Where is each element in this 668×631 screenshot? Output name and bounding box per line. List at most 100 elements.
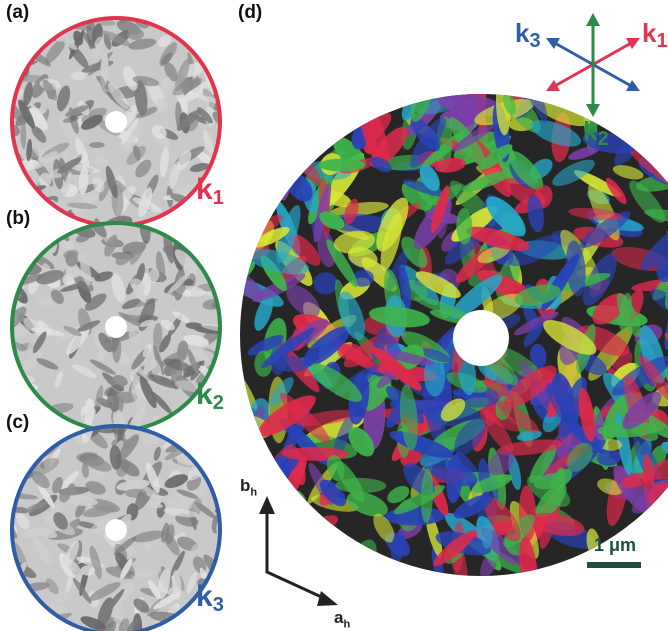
texture-blob bbox=[390, 531, 406, 564]
texture-blob bbox=[454, 417, 486, 456]
texture-blob bbox=[98, 332, 113, 353]
texture-blob bbox=[128, 38, 157, 50]
texture-blob bbox=[161, 52, 173, 65]
texture-blob bbox=[568, 145, 601, 160]
texture-blob bbox=[31, 103, 48, 130]
texture-blob bbox=[200, 324, 220, 333]
texture-blob bbox=[433, 530, 476, 567]
texture-blob bbox=[18, 99, 35, 129]
texture-blob bbox=[356, 104, 380, 118]
texture-blob bbox=[168, 161, 181, 190]
texture-blob bbox=[530, 120, 582, 147]
lattice-axes-lines bbox=[265, 512, 329, 602]
texture-blob bbox=[83, 398, 95, 425]
texture-blob bbox=[488, 449, 514, 477]
texture-blob bbox=[77, 187, 96, 218]
texture-blob bbox=[57, 157, 82, 174]
texture-blob bbox=[326, 239, 358, 288]
texture-blob bbox=[552, 159, 595, 186]
texture-blob bbox=[68, 29, 85, 60]
texture-blob bbox=[36, 270, 64, 285]
texture-blob bbox=[61, 140, 73, 164]
texture-blob bbox=[333, 230, 375, 254]
panel-b-center-hole bbox=[105, 316, 127, 338]
panel-b-label: (b) bbox=[6, 208, 31, 229]
texture-blob bbox=[176, 109, 201, 131]
texture-blob bbox=[151, 391, 173, 415]
texture-blob bbox=[483, 496, 521, 542]
texture-blob bbox=[79, 253, 92, 286]
a-axis-index: h bbox=[343, 618, 351, 631]
texture-blob bbox=[50, 289, 64, 304]
texture-blob bbox=[127, 27, 144, 41]
texture-blob bbox=[89, 518, 113, 534]
texture-blob bbox=[456, 208, 473, 245]
texture-blob bbox=[568, 207, 623, 221]
texture-blob bbox=[387, 485, 410, 504]
texture-blob bbox=[310, 363, 363, 402]
texture-blob bbox=[54, 371, 63, 388]
texture-blob bbox=[136, 106, 159, 119]
k1-star-index: 1 bbox=[656, 30, 668, 52]
texture-blob bbox=[134, 482, 164, 502]
texture-blob bbox=[565, 240, 586, 297]
texture-blob bbox=[109, 445, 122, 470]
texture-blob bbox=[203, 130, 214, 156]
texture-blob bbox=[148, 268, 160, 284]
texture-blob bbox=[96, 348, 107, 362]
texture-blob bbox=[146, 462, 160, 493]
texture-blob bbox=[520, 94, 548, 123]
texture-blob bbox=[453, 494, 493, 519]
b-axis-letter: b bbox=[240, 476, 251, 495]
texture-blob bbox=[471, 474, 513, 493]
texture-blob bbox=[78, 166, 89, 196]
texture-blob bbox=[115, 250, 133, 266]
texture-blob bbox=[159, 147, 169, 178]
texture-blob bbox=[174, 59, 190, 92]
texture-blob bbox=[88, 582, 121, 601]
texture-blob bbox=[80, 616, 107, 631]
texture-blob bbox=[164, 62, 178, 82]
texture-blob bbox=[102, 588, 125, 617]
texture-blob bbox=[91, 36, 103, 59]
texture-blob bbox=[139, 319, 155, 327]
texture-blob bbox=[52, 477, 63, 494]
texture-blob bbox=[59, 488, 71, 503]
texture-blob bbox=[62, 495, 98, 507]
texture-blob bbox=[172, 452, 195, 467]
texture-blob bbox=[368, 306, 430, 328]
texture-blob bbox=[98, 75, 108, 94]
texture-blob bbox=[66, 567, 76, 593]
texture-blob bbox=[67, 202, 98, 210]
texture-blob bbox=[85, 481, 106, 495]
texture-blob bbox=[122, 123, 142, 152]
texture-blob bbox=[380, 213, 403, 271]
texture-blob bbox=[172, 311, 190, 323]
texture-blob bbox=[656, 256, 668, 283]
texture-blob bbox=[74, 137, 90, 170]
texture-blob bbox=[529, 444, 557, 484]
texture-blob bbox=[31, 126, 47, 143]
texture-blob bbox=[497, 401, 539, 433]
panel-d-label: (d) bbox=[238, 2, 263, 23]
texture-blob bbox=[172, 77, 203, 96]
texture-blob bbox=[527, 194, 544, 233]
texture-blob bbox=[139, 376, 157, 409]
texture-blob bbox=[371, 346, 422, 391]
texture-blob bbox=[166, 271, 192, 296]
texture-blob bbox=[113, 375, 128, 386]
texture-blob bbox=[495, 94, 511, 136]
texture-blob bbox=[118, 312, 142, 327]
texture-blob bbox=[111, 273, 126, 303]
texture-blob bbox=[121, 298, 141, 310]
texture-blob bbox=[269, 377, 294, 407]
texture-blob bbox=[370, 156, 392, 173]
texture-blob bbox=[104, 384, 125, 397]
texture-blob bbox=[163, 358, 191, 371]
wavevector-star bbox=[546, 13, 640, 117]
texture-blob bbox=[462, 170, 512, 192]
texture-blob bbox=[289, 233, 321, 266]
texture-blob bbox=[148, 580, 161, 600]
texture-blob bbox=[130, 383, 146, 410]
